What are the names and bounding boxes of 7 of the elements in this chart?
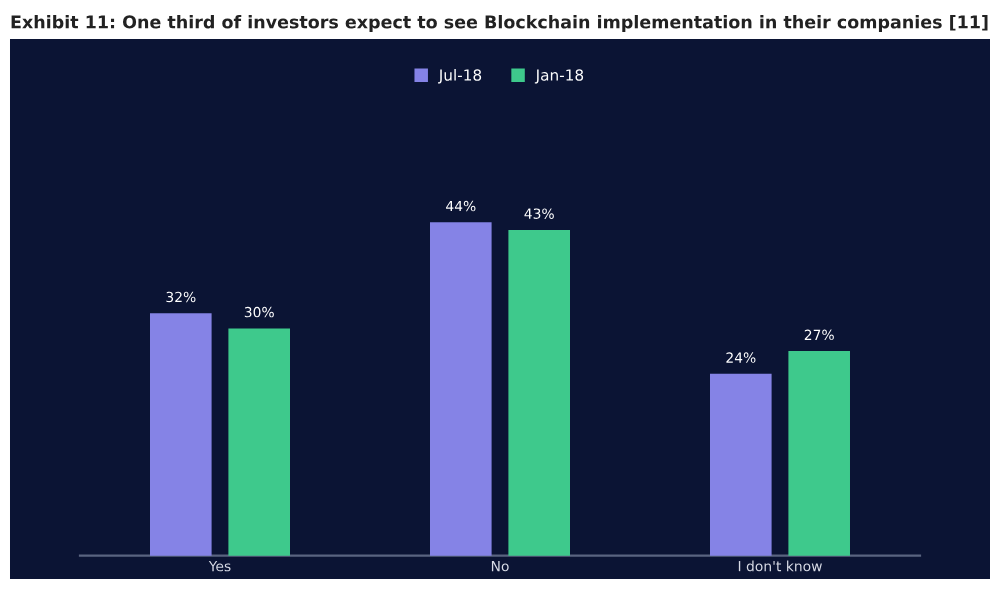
chart-title: Exhibit 11: One third of investors expect to see Blockchain implementation in their companies [11] [11,15,988,32]
bar [430,222,492,556]
bar [228,328,290,556]
bar [710,373,772,556]
bar [150,313,212,556]
bar [788,351,850,556]
bar [508,229,570,556]
